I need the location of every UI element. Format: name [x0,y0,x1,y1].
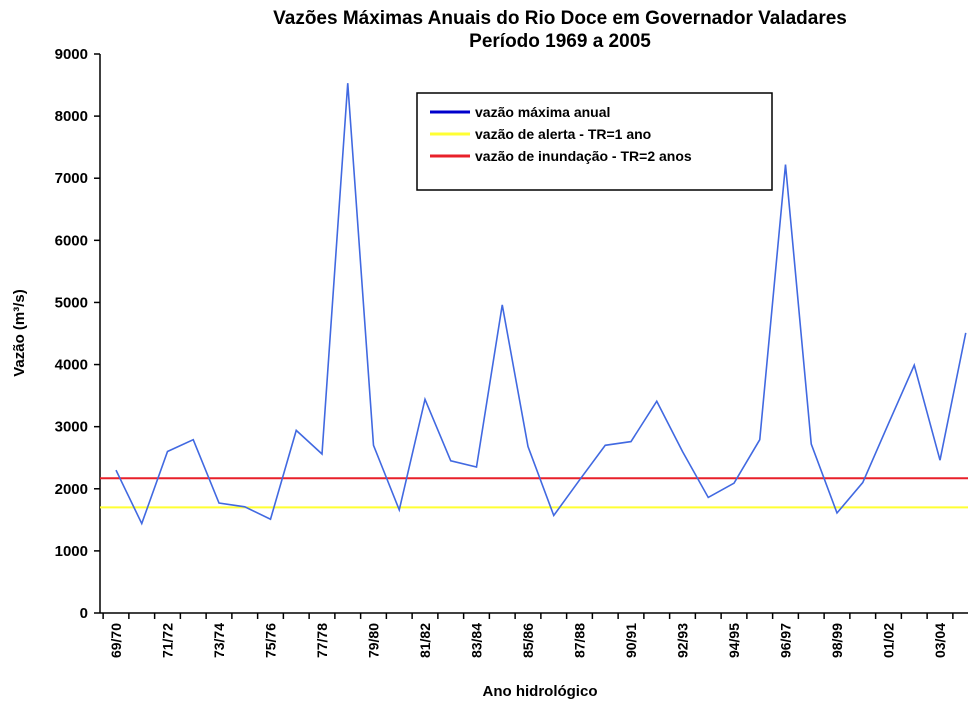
x-tick-label: 81/82 [417,623,433,658]
legend-box [416,92,773,191]
y-tick-label: 9000 [55,46,88,63]
data-line [115,83,967,526]
x-tick-label: 96/97 [778,623,794,658]
y-tick-label: 8000 [55,108,88,125]
x-tick-label: 75/76 [263,623,279,658]
legend-label: vazão máxima anual [475,104,610,120]
x-tick-label: 79/80 [366,623,382,658]
y-tick-label: 4000 [55,357,88,374]
x-tick-label: 03/04 [932,623,948,658]
x-tick-label: 77/78 [314,623,330,658]
x-tick-label: 90/91 [623,623,639,658]
x-tick-label: 01/02 [881,623,897,658]
x-tick-label: 92/93 [675,623,691,658]
y-tick-label: 0 [80,605,88,622]
y-tick-label: 2000 [55,481,88,498]
x-tick-label: 69/70 [108,623,124,658]
y-axis-label: Vazão (m³/s) [11,289,28,377]
legend-label: vazão de inundação - TR=2 anos [475,148,692,164]
chart-subtitle: Período 1969 a 2005 [469,31,651,52]
y-tick-label: 7000 [55,170,88,187]
y-tick-label: 1000 [55,543,88,560]
x-tick-label: 85/86 [520,623,536,658]
x-tick-label: 83/84 [469,623,485,658]
x-tick-label: 71/72 [160,623,176,658]
y-tick-label: 5000 [55,294,88,311]
x-tick-label: 73/74 [211,623,227,658]
y-tick-label: 6000 [55,232,88,249]
x-tick-label: 87/88 [572,623,588,658]
chart-title: Vazões Máximas Anuais do Rio Doce em Gov… [273,8,847,29]
x-tick-label: 98/99 [829,623,845,658]
legend-label: vazão de alerta - TR=1 ano [475,126,651,142]
y-tick-label: 3000 [55,419,88,436]
x-axis-label: Ano hidrológico [483,683,598,700]
x-tick-label: 94/95 [726,623,742,658]
